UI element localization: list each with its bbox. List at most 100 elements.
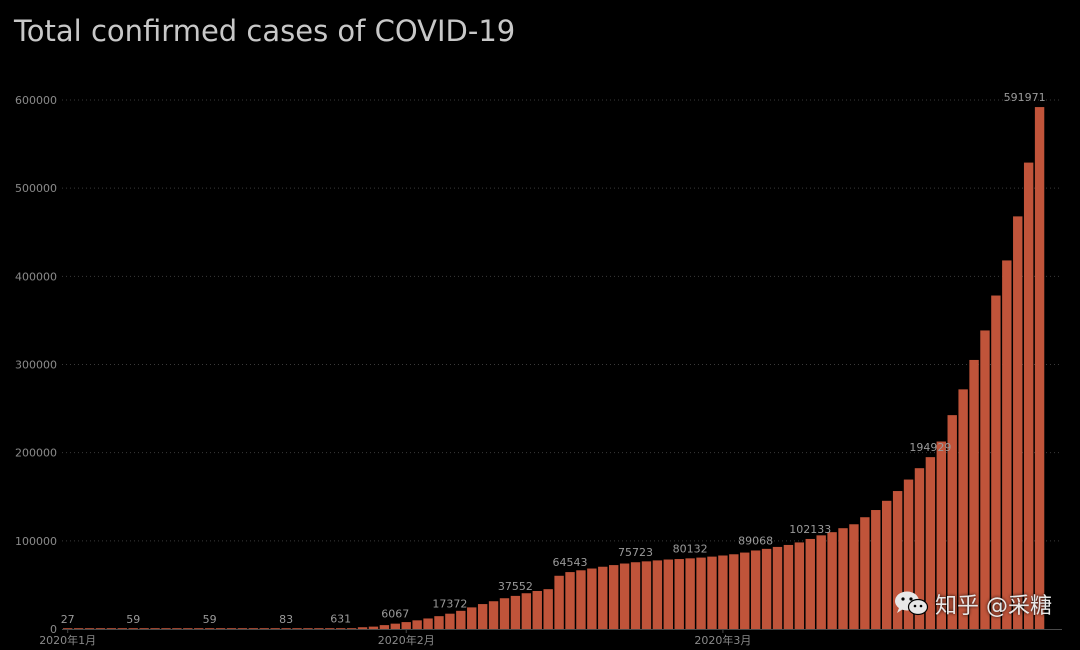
- bar: [467, 607, 477, 629]
- bar: [73, 628, 84, 629]
- wechat-icon: [895, 591, 929, 616]
- bar: [477, 604, 488, 629]
- bar: [914, 468, 925, 629]
- y-tick-label: 300000: [15, 359, 57, 372]
- bar: [325, 628, 335, 629]
- data-label: 59: [126, 613, 140, 626]
- bar: [674, 559, 684, 629]
- bar: [194, 628, 204, 629]
- bar: [1002, 260, 1012, 629]
- bar: [150, 628, 160, 629]
- bar: [641, 561, 652, 629]
- bar: [783, 544, 794, 629]
- bar: [598, 566, 608, 629]
- bar: [172, 628, 182, 629]
- bar: [63, 628, 73, 629]
- data-label: 83: [279, 613, 293, 626]
- bar: [346, 628, 357, 629]
- bar: [838, 528, 848, 629]
- bar: [871, 510, 881, 629]
- bar: [772, 546, 783, 629]
- y-axis-ticks: 0 100000 200000 300000 400000 500000 600000: [15, 94, 57, 636]
- bar: [161, 628, 171, 629]
- bar: [652, 560, 663, 629]
- bar: [117, 628, 127, 629]
- bar: [805, 538, 815, 629]
- bar: [456, 610, 466, 629]
- data-label: 64543: [553, 556, 588, 569]
- y-tick-label: 600000: [15, 94, 57, 107]
- bar: [303, 628, 313, 629]
- bar: [750, 550, 761, 629]
- bar: [139, 628, 149, 629]
- bar: [1034, 107, 1045, 629]
- bar: [248, 628, 259, 629]
- y-tick-label: 200000: [15, 447, 57, 460]
- bar: [619, 563, 630, 629]
- bar: [106, 628, 117, 629]
- bar: [958, 389, 968, 629]
- bar: [663, 559, 673, 629]
- bar: [423, 618, 433, 629]
- data-labels: 27 59 59 83 631 6067 17372 37552 64543 75723 80132…: [61, 91, 1046, 626]
- bar: [696, 557, 706, 629]
- data-label: 631: [330, 612, 351, 625]
- gridlines: [62, 99, 1062, 542]
- bar: [609, 565, 619, 629]
- x-tick-label: 2020年2月: [378, 633, 435, 647]
- y-tick-label: 400000: [15, 270, 57, 283]
- bar: [761, 548, 772, 629]
- bar: [412, 620, 422, 629]
- bar: [336, 628, 346, 629]
- data-label: 59: [203, 613, 217, 626]
- bar: [434, 616, 444, 629]
- bar: [379, 625, 390, 629]
- bar: [259, 628, 269, 629]
- bar: [226, 628, 237, 629]
- chart-title: Total confirmed cases of COVID-19: [14, 14, 516, 48]
- bar: [849, 524, 859, 629]
- bar: [84, 628, 95, 629]
- bar: [947, 415, 957, 629]
- bar: [718, 555, 728, 629]
- bar: [587, 568, 597, 629]
- bar: [510, 595, 521, 629]
- data-label: 89068: [738, 534, 773, 547]
- data-label: 194929: [909, 441, 951, 454]
- bar: [128, 628, 138, 629]
- bar: [390, 623, 400, 629]
- bar: [401, 622, 411, 629]
- x-tick-label: 2020年1月: [39, 633, 96, 647]
- bars: [63, 107, 1045, 629]
- data-label: 17372: [432, 598, 467, 611]
- bar: [357, 627, 368, 629]
- bar: [729, 554, 739, 629]
- bar: [1023, 162, 1034, 629]
- data-label: 102133: [789, 523, 831, 536]
- y-tick-label: 100000: [15, 535, 57, 548]
- bar: [936, 441, 946, 629]
- bar: [816, 535, 826, 629]
- bar: [969, 359, 979, 629]
- bar: [314, 628, 324, 629]
- bar: [521, 593, 532, 629]
- data-label: 80132: [673, 542, 708, 555]
- bar: [270, 628, 280, 629]
- bar: [281, 628, 291, 629]
- data-label: 37552: [498, 580, 533, 593]
- bar: [827, 532, 837, 629]
- bar: [740, 552, 750, 629]
- bar: [183, 628, 193, 629]
- watermark: 知乎 @采糖: [893, 588, 1052, 620]
- bar: [215, 628, 226, 629]
- y-tick-label: 500000: [15, 182, 57, 195]
- bar: [903, 479, 914, 629]
- bar: [925, 457, 936, 629]
- y-tick-label: 0: [50, 623, 57, 636]
- watermark-text: 知乎 @采糖: [935, 594, 1052, 619]
- data-label: 591971: [1004, 91, 1046, 104]
- bar: [554, 575, 564, 629]
- bar: [576, 570, 586, 629]
- bar: [543, 589, 553, 629]
